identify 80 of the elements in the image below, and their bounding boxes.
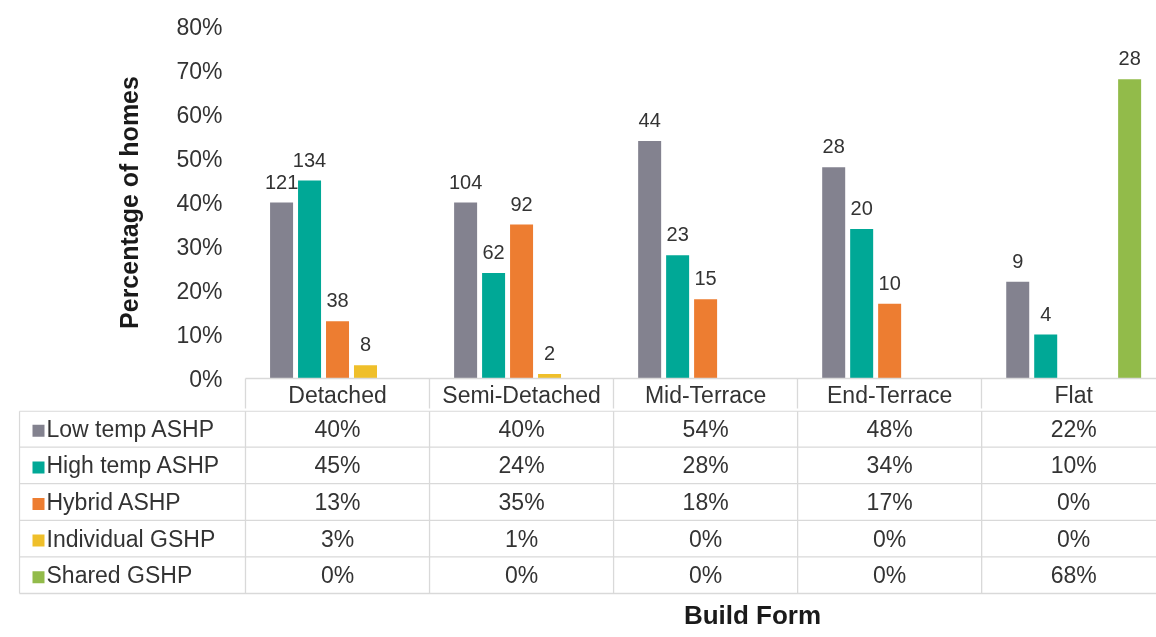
- y-tick-label: 10%: [176, 321, 223, 348]
- y-tick-label: 40%: [176, 189, 223, 216]
- annotation: 4: [1040, 302, 1052, 325]
- bar: [850, 228, 874, 379]
- bar: [638, 140, 662, 379]
- y-tick-label: 0%: [189, 365, 223, 392]
- data-label: 35%: [498, 489, 545, 515]
- data-label: 0%: [1057, 525, 1091, 552]
- bar: [270, 202, 294, 379]
- text: Build Form: [683, 599, 822, 630]
- annotation: 2: [543, 342, 556, 365]
- y-axis-title: Percentage of homes: [115, 76, 144, 329]
- data-label: 54%: [682, 415, 729, 442]
- bar: [538, 374, 562, 379]
- bar: [353, 365, 377, 379]
- bar: [482, 272, 506, 379]
- data-label: 17%: [866, 489, 913, 515]
- data-label: 13%: [314, 489, 361, 515]
- bar: [454, 202, 478, 379]
- data-label: 0%: [873, 525, 907, 552]
- data-label: 68%: [1050, 562, 1097, 589]
- data-label: 0%: [320, 562, 355, 589]
- data-label: 0%: [688, 562, 723, 589]
- annotation: 10: [878, 271, 901, 294]
- y-tick-label: 20%: [176, 277, 223, 304]
- data-label: 18%: [682, 489, 729, 515]
- data-label: 24%: [498, 452, 545, 479]
- data-label: 40%: [314, 415, 361, 442]
- data-label: 34%: [866, 452, 913, 479]
- data-label: 0%: [688, 525, 723, 552]
- annotation: 23: [666, 223, 689, 246]
- data-label: 40%: [498, 415, 545, 442]
- annotation: 9: [1012, 249, 1024, 272]
- annotation: 8: [359, 333, 372, 356]
- annotation: 121: [264, 170, 299, 193]
- y-tick-label: 30%: [176, 233, 223, 260]
- data-label: 22%: [1050, 415, 1097, 442]
- annotation: 28: [822, 135, 845, 158]
- legend-label: Low temp ASHP: [46, 415, 214, 442]
- bar: [878, 303, 902, 379]
- bar: [298, 180, 322, 379]
- y-tick-label: 80%: [176, 13, 223, 40]
- legend-label: Individual GSHP: [46, 525, 216, 552]
- annotation: 92: [510, 192, 533, 215]
- bar: [1006, 281, 1030, 379]
- bar: [326, 321, 350, 379]
- data-label: 10%: [1050, 452, 1097, 479]
- bar: [666, 255, 690, 379]
- annotation: 15: [694, 267, 717, 290]
- y-tick-label: 50%: [176, 145, 223, 172]
- annotation: 44: [638, 108, 661, 131]
- legend-label: Shared GSHP: [46, 562, 193, 589]
- data-label: 0%: [504, 562, 539, 589]
- annotation: 134: [292, 148, 327, 171]
- x-tick-label: Detached: [288, 381, 387, 408]
- data-label: 0%: [1057, 489, 1091, 515]
- data-label: 1%: [504, 525, 539, 552]
- bar: [1118, 79, 1142, 379]
- x-tick-label: End-Terrace: [827, 381, 953, 408]
- annotation: 38: [326, 289, 349, 312]
- annotation: 104: [448, 170, 483, 193]
- x-tick-label: Semi-Detached: [442, 381, 601, 408]
- y-tick-label: 60%: [176, 101, 223, 128]
- bar: [1034, 334, 1058, 379]
- data-label: 3%: [320, 525, 355, 552]
- annotation: 28: [1118, 47, 1141, 70]
- data-label: 28%: [682, 452, 729, 479]
- bar: [822, 167, 846, 379]
- y-tick-label: 70%: [176, 57, 223, 84]
- legend-label: Hybrid ASHP: [46, 489, 181, 515]
- data-label: 48%: [866, 415, 913, 442]
- bar: [510, 224, 534, 379]
- x-tick-label: Mid-Terrace: [644, 381, 767, 408]
- legend-label: High temp ASHP: [46, 452, 220, 479]
- annotation: 62: [482, 240, 505, 263]
- annotation: 20: [850, 196, 873, 219]
- bar: [694, 299, 718, 379]
- data-label: 45%: [314, 452, 361, 479]
- x-tick-label: Flat: [1054, 381, 1094, 408]
- data-label: 0%: [873, 562, 907, 589]
